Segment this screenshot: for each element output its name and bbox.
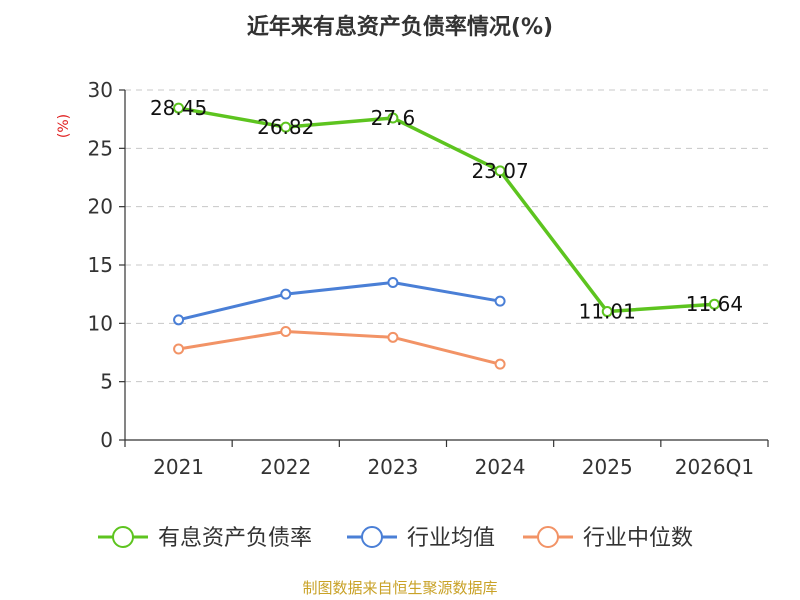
- data-label: 11.01: [579, 300, 636, 324]
- data-label: 26.82: [257, 115, 314, 139]
- data-label: 11.64: [686, 292, 743, 316]
- y-tick-label: 10: [88, 311, 113, 335]
- series-line-2: [178, 330, 501, 366]
- legend-marker: [112, 526, 134, 548]
- data-label: 27.6: [371, 106, 416, 130]
- x-tick-label: 2023: [367, 455, 418, 479]
- data-point: [280, 326, 292, 337]
- chart-title: 近年来有息资产负债率情况(%): [247, 14, 553, 40]
- legend-label: 行业中位数: [583, 526, 693, 551]
- data-point: [494, 358, 506, 370]
- legend: 有息资产负债率 行业均值 行业中位数: [98, 526, 693, 551]
- data-label: 23.07: [471, 159, 528, 183]
- y-tick-label: 30: [88, 78, 113, 102]
- data-point: [494, 165, 506, 177]
- grid-lines: [125, 89, 768, 383]
- data-point: [387, 331, 399, 343]
- data-point: [173, 102, 185, 114]
- x-tick-label: 2021: [153, 455, 204, 479]
- data-point: [173, 343, 185, 355]
- source-note: 制图数据来自恒生聚源数据库: [302, 579, 497, 597]
- series-line-1: [178, 281, 501, 322]
- x-tick-label: 2024: [475, 455, 526, 479]
- y-axis-label: (%): [56, 114, 72, 138]
- data-label: 28.45: [150, 96, 207, 120]
- data-point: [173, 314, 185, 326]
- series-line-0: [178, 106, 715, 314]
- y-tick-label: 20: [88, 195, 113, 219]
- y-tick-label: 25: [88, 136, 113, 160]
- data-point: [280, 121, 292, 133]
- y-tick-label: 15: [88, 253, 113, 277]
- legend-label: 行业均值: [407, 526, 495, 551]
- data-point: [387, 112, 399, 124]
- data-point: [601, 306, 613, 318]
- legend-marker: [361, 526, 383, 548]
- x-tick-label: 2026Q1: [675, 455, 754, 479]
- data-point: [387, 277, 399, 288]
- x-tick-label: 2022: [260, 455, 311, 479]
- data-point: [494, 295, 506, 307]
- data-point: [280, 288, 292, 300]
- legend-marker: [537, 526, 559, 548]
- series-lines: [173, 102, 720, 370]
- y-tick-label: 0: [100, 428, 113, 452]
- data-labels: 28.45 26.82 27.6 23.07 11.01 11.64: [150, 96, 743, 323]
- legend-label: 有息资产负债率: [158, 526, 312, 551]
- y-tick-label: 5: [100, 370, 113, 394]
- x-tick-label: 2025: [582, 455, 633, 479]
- data-point: [708, 298, 720, 310]
